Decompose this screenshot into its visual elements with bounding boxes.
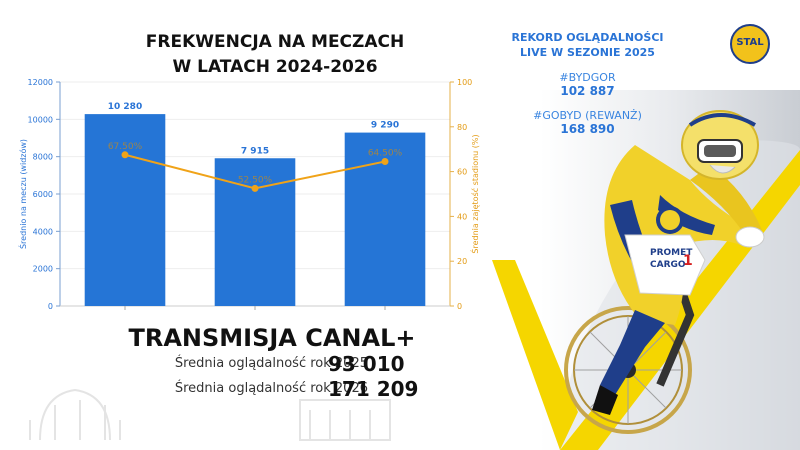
canal-row-2025: Średnia oglądalność rok 2025 93 010 xyxy=(60,352,460,380)
y2-tick-label: 40 xyxy=(457,212,467,221)
bike-number: 1 xyxy=(683,253,693,269)
record-title-line1: REKORD OGLĄDALNOŚCI xyxy=(511,31,664,44)
speedway-rider-illustration: PROMET CARGO 1 xyxy=(564,110,765,434)
y2-axis-label: Średnia zajętość stadionu (%) xyxy=(469,134,480,253)
record-value-1: 102 887 xyxy=(560,84,615,98)
number-plate xyxy=(624,234,706,296)
chart-title-line1: FREKWENCJA NA MECZACH xyxy=(145,32,405,52)
occupancy-point xyxy=(381,158,389,166)
occupancy-label: 67.50% xyxy=(108,142,143,152)
y-tick-label: 2000 xyxy=(33,265,53,274)
sponsor-line2: CARGO xyxy=(650,260,686,270)
y-tick-label: 8000 xyxy=(33,153,53,162)
y-axis-label: Średnio na meczu (widzów) xyxy=(17,139,28,249)
wheel-icon xyxy=(564,306,692,434)
canal-row-label: Średnia oglądalność rok 2026 xyxy=(174,381,368,396)
record-title-line2: LIVE W SEZONIE 2025 xyxy=(520,46,655,59)
y2-tick-label: 100 xyxy=(457,78,472,87)
bar xyxy=(84,114,166,307)
occupancy-label: 64.50% xyxy=(368,149,403,159)
y-tick-label: 10000 xyxy=(28,115,53,124)
yellow-stripe-left xyxy=(492,260,578,450)
attendance-chart: 0 2000 4000 6000 8000 10000 12000 0 20 40 60 80 100 1… xyxy=(17,78,480,311)
record-tag-2: #GOBYD (REWANŻ) xyxy=(533,109,642,122)
club-logo-icon: STAL xyxy=(730,24,770,64)
bar-value-label: 7 915 xyxy=(241,146,269,156)
y2-tick-label: 20 xyxy=(457,257,467,266)
chart-title-line2: W LATACH 2024-2026 xyxy=(172,57,378,77)
occupancy-point xyxy=(121,151,129,159)
y2-tick-label: 0 xyxy=(457,302,462,311)
y-tick-label: 12000 xyxy=(28,78,53,87)
canal-row-2026: Średnia oglądalność rok 2026 171 209 xyxy=(60,377,460,405)
occupancy-label: 52.50% xyxy=(238,175,273,185)
y-tick-label: 0 xyxy=(48,302,53,311)
record-value-2: 168 890 xyxy=(560,122,615,136)
bar-value-label: 9 290 xyxy=(371,121,399,131)
record-title: REKORD OGLĄDALNOŚCI LIVE W SEZONIE 2025 xyxy=(480,30,695,60)
sponsor-line1: PROMET xyxy=(650,248,693,258)
logo-text: STAL xyxy=(736,37,764,48)
bar-value-label: 10 280 xyxy=(108,102,142,112)
canal-row-label: Średnia oglądalność rok 2025 xyxy=(174,356,368,371)
canal-row-value: 171 209 xyxy=(328,377,419,401)
y-tick-label: 4000 xyxy=(33,227,53,236)
y2-tick-label: 80 xyxy=(457,123,467,132)
y2-tick-label: 60 xyxy=(457,168,467,177)
canal-title: TRANSMISJA CANAL+ xyxy=(128,324,416,352)
stadium-outline xyxy=(29,388,391,441)
record-tag-1: #BYDGOR xyxy=(559,71,616,84)
occupancy-point xyxy=(251,184,259,192)
y-tick-label: 6000 xyxy=(33,190,53,199)
canal-row-value: 93 010 xyxy=(328,352,405,376)
chart-title: FREKWENCJA NA MECZACH W LATACH 2024-2026 xyxy=(100,30,450,80)
